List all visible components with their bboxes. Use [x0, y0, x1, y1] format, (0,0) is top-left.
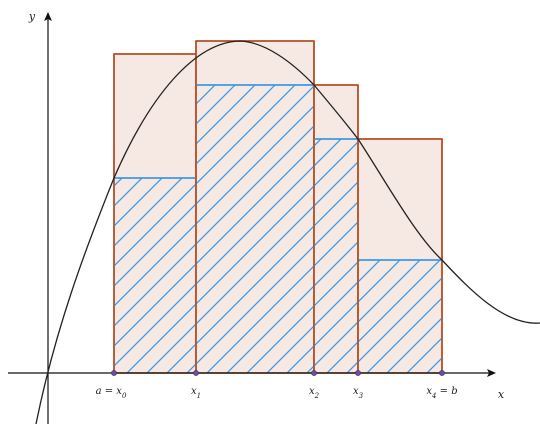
lower-rect-3: [314, 139, 358, 373]
partition-points: [111, 370, 445, 376]
function-curve: [35, 40, 540, 425]
point-x4: [439, 370, 445, 376]
point-x3: [355, 370, 361, 376]
point-x1: [193, 370, 199, 376]
y-axis-label: y: [28, 10, 36, 23]
lower-rect-2: [196, 85, 314, 373]
tick-label-x1: x1: [191, 386, 201, 400]
partition-edges: [113, 40, 443, 373]
tick-label-x3: x3: [353, 386, 364, 400]
axes: [8, 18, 490, 424]
point-x2: [311, 370, 317, 376]
x-axis-label: x: [498, 388, 505, 401]
point-x0: [111, 370, 117, 376]
lower-rect-1: [114, 178, 196, 373]
tick-label-x0: a = x0: [96, 386, 127, 400]
lower-rect-4: [358, 260, 442, 373]
tick-label-x4: x4 = b: [426, 386, 457, 400]
y-axis-arrow-icon: [44, 12, 52, 21]
tick-label-x2: x2: [309, 386, 320, 400]
x-axis-arrow-icon: [487, 369, 496, 377]
lower-rectangles: [114, 84, 442, 373]
